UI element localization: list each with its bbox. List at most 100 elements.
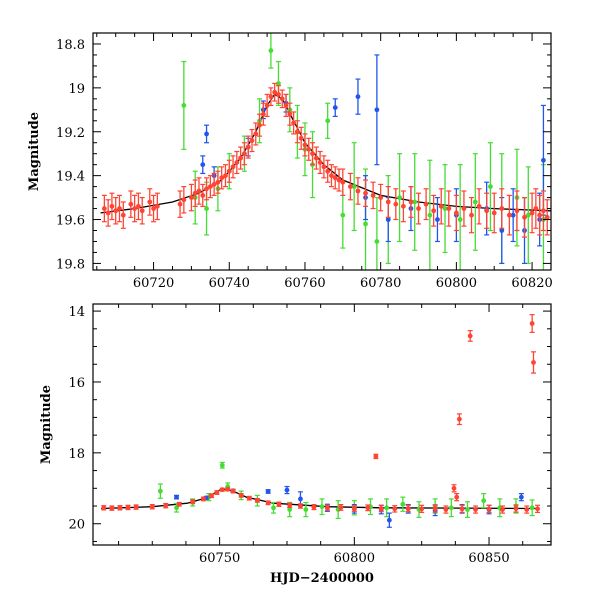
green-series [157,461,535,520]
red-point-marker [321,164,327,170]
red-data-point [109,192,115,221]
red-point-marker [176,501,182,507]
y-tick-label: 19.2 [56,126,85,141]
red-point-marker [298,135,304,141]
red-data-point [365,504,371,512]
green-point-marker [181,103,187,108]
red-data-point [321,155,327,179]
red-point-marker [513,506,519,511]
red-data-point [514,190,520,232]
red-data-point [154,192,160,221]
green-data-point [397,153,403,243]
red-data-point [336,168,342,192]
green-data-point [384,498,390,518]
blue-point-marker [374,107,380,113]
red-data-point [272,82,278,102]
red-point-marker [537,212,543,218]
red-data-point [116,194,122,223]
red-point-marker [226,168,232,174]
red-point-marker [276,501,282,507]
x-tick-label: 60740 [209,276,250,291]
red-data-point [222,164,228,188]
red-data-point [351,505,357,512]
red-data-point [149,503,155,510]
blue-point-marker [284,487,290,493]
red-point-marker [317,160,323,165]
red-data-point [294,120,300,144]
red-point-marker [431,208,437,214]
red-data-point [378,504,384,513]
red-point-marker [476,203,482,209]
red-data-point [453,194,459,232]
red-point-marker [151,206,156,211]
blue-data-point [204,124,210,144]
red-point-marker [201,496,206,502]
red-data-point [524,505,530,514]
red-data-point [423,188,429,221]
green-point-marker [481,498,487,504]
red-point-marker [332,175,338,181]
red-data-point [219,166,225,190]
red-data-point [347,172,353,201]
red-point-marker [272,89,278,95]
green-point-marker [488,184,493,190]
red-data-point [192,179,198,207]
red-point-marker [392,506,398,512]
red-data-point [311,503,317,511]
red-data-point [264,93,270,117]
red-data-point [431,194,437,227]
blue-data-point [200,155,206,175]
red-data-point [317,150,323,175]
red-point-marker [230,488,236,494]
red-point-marker [313,155,319,161]
red-point-marker [181,197,187,203]
red-data-point [473,505,479,514]
red-point-marker [506,212,512,218]
red-point-marker [192,190,198,196]
red-point-marker [416,206,421,211]
green-point-marker [276,81,281,86]
red-point-marker [325,168,331,174]
red-point-marker [514,208,520,214]
red-data-point [522,196,528,238]
red-data-point [537,194,543,236]
red-point-marker [438,203,444,209]
red-point-marker [245,144,251,150]
green-point-marker [271,505,276,511]
red-point-marker [238,492,244,498]
red-point-marker [419,506,425,512]
red-data-point [238,492,244,498]
red-data-point [177,190,183,218]
red-data-point [226,159,232,183]
red-data-point [268,87,274,107]
red-data-point [196,177,202,205]
red-point-marker [533,206,539,211]
red-point-marker [287,111,293,117]
green-data-point [319,498,325,516]
green-data-point [442,164,448,254]
red-point-marker [373,453,379,459]
red-point-marker [219,487,225,493]
red-data-point [287,502,293,509]
red-point-marker [522,214,527,220]
y-tick-label: 14 [68,305,85,320]
red-data-point [219,487,225,493]
red-data-point [476,188,482,225]
red-point-marker [113,208,119,214]
green-point-marker [465,507,470,512]
blue-data-point [510,188,516,243]
plot-area [101,314,541,528]
red-data-point [151,194,157,223]
red-data-point [432,504,438,513]
red-point-marker [459,506,465,512]
red-data-point [147,188,153,216]
red-data-point [101,505,107,511]
blue-point-marker [385,217,391,222]
red-data-point [363,179,369,207]
green-point-marker [363,221,368,227]
red-data-point [529,192,535,234]
green-data-point [481,493,487,509]
red-data-point [461,190,467,227]
red-point-marker [238,155,244,161]
red-point-marker [101,505,107,511]
